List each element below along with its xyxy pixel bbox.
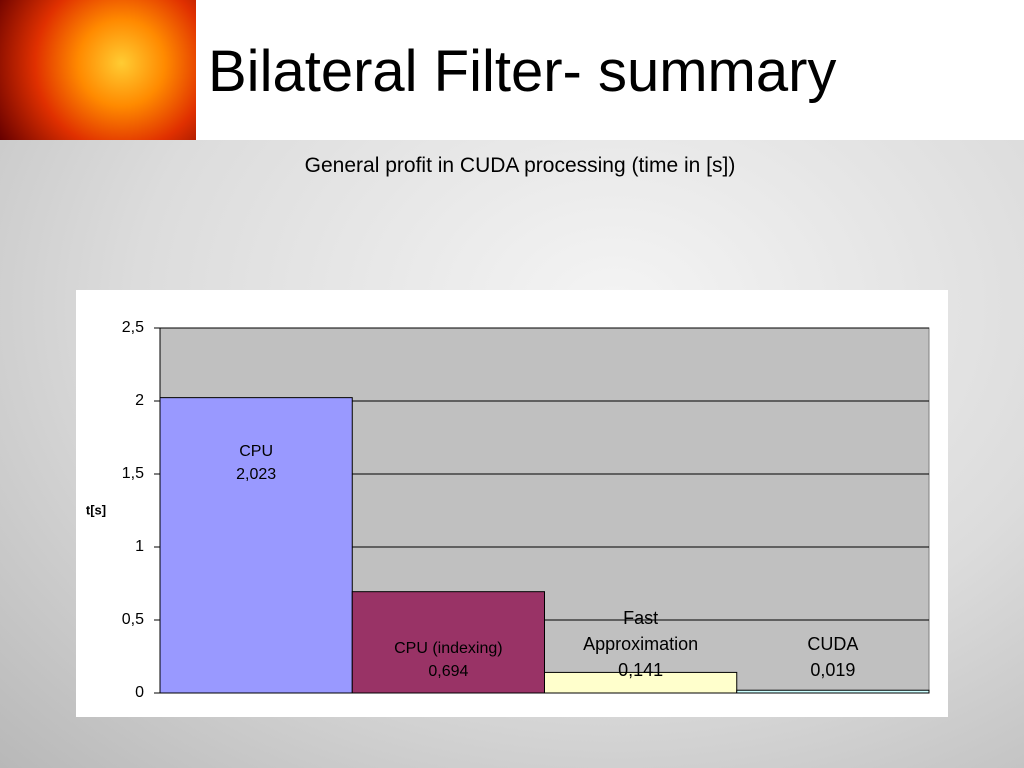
data-label: Fast Approximation 0,141 <box>565 605 717 683</box>
y-tick-label: 0,5 <box>122 611 144 628</box>
data-label-category: CPU <box>239 442 274 460</box>
slide-title: Bilateral Filter- summary <box>208 39 837 104</box>
data-label: CPU 2,023 <box>180 440 332 486</box>
bar <box>351 591 545 694</box>
data-label-value: 0,019 <box>810 660 856 680</box>
data-label-category: CUDA <box>807 634 859 654</box>
data-label-value: 0,694 <box>428 663 469 680</box>
bar <box>736 689 930 694</box>
chart-subtitle: General profit in CUDA processing (time … <box>304 154 736 177</box>
y-axis-label: t[s] <box>86 502 106 517</box>
bar <box>159 397 353 694</box>
y-tick-label: 1,5 <box>122 465 144 482</box>
data-label: CUDA 0,019 <box>757 631 909 683</box>
y-tick-label: 0 <box>135 684 144 701</box>
data-label: CPU (indexing) 0,694 <box>372 637 524 683</box>
y-tick-label: 1 <box>135 538 144 555</box>
data-label-value: 0,141 <box>618 660 664 680</box>
logo-image <box>0 0 196 140</box>
y-tick-label: 2 <box>135 392 144 409</box>
data-label-category: CPU (indexing) <box>394 640 503 657</box>
header: Bilateral Filter- summary <box>0 0 1024 140</box>
bar <box>544 671 738 694</box>
data-label-category: Fast Approximation <box>583 608 699 654</box>
data-label-value: 2,023 <box>236 465 277 483</box>
y-tick-label: 2,5 <box>122 319 144 336</box>
